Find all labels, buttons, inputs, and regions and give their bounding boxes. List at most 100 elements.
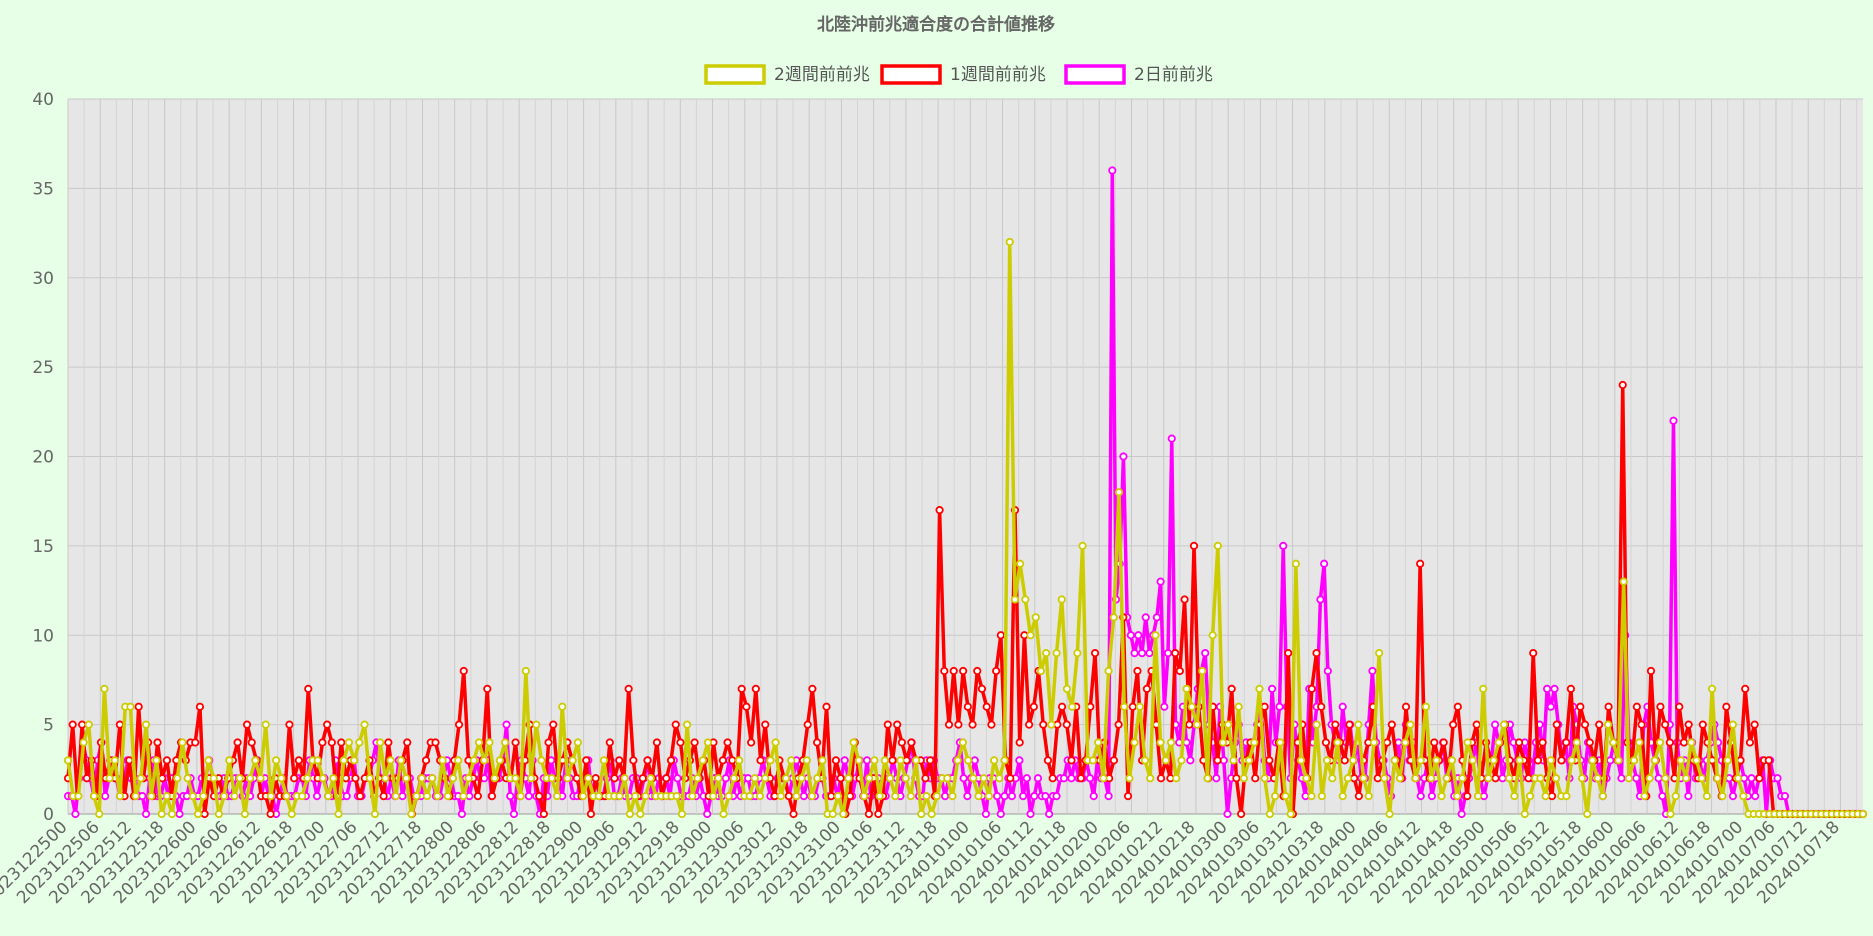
data-point [1529,649,1538,658]
data-point [968,720,977,729]
data-point [1340,756,1349,765]
data-point [495,756,504,765]
data-point [1109,613,1118,622]
data-point [1089,792,1098,801]
data-point [537,756,546,765]
data-point [1449,720,1458,729]
data-point [1514,738,1524,747]
data-point [1213,541,1222,550]
data-point [438,756,447,765]
data-point [1566,684,1576,693]
data-point [1265,809,1274,819]
data-point [500,738,510,747]
data-point [808,684,817,693]
data-point [506,792,515,801]
data-point [1104,792,1113,801]
data-point [1654,774,1663,783]
data-point [485,738,494,747]
data-point [1260,774,1269,783]
data-point [568,756,577,765]
data-point [74,792,83,801]
legend-item[interactable]: 2日前前兆 [1064,64,1213,85]
data-point [799,792,808,801]
data-point [1151,631,1160,640]
data-point [743,774,753,783]
data-point [1006,774,1015,783]
data-point [526,774,536,783]
series-2週間前前兆 [63,237,1868,819]
data-point [828,809,837,819]
data-point [1005,237,1014,247]
data-point [1354,720,1363,729]
data-point [360,720,369,729]
data-point [365,774,374,783]
data-point [318,738,327,747]
data-point [1646,666,1656,676]
data-point [1126,631,1135,640]
data-point [1010,595,1020,604]
y-tick-label: 30 [32,269,54,289]
data-point [1747,774,1756,783]
data-point [958,738,967,747]
data-point [1166,738,1176,747]
data-point [563,774,572,783]
data-point [242,720,252,729]
data-point [1090,649,1100,658]
data-point [992,792,1002,801]
data-point [724,792,733,801]
data-point [1108,166,1117,175]
data-point [888,756,897,765]
data-point [193,809,203,819]
data-point [1750,720,1759,729]
legend-item[interactable]: 1週間前前兆 [880,64,1046,85]
chart-legend[interactable]: 2週間前前兆 1週間前前兆 2日前前兆 [704,64,1213,85]
data-point [1442,774,1451,783]
data-point [1333,738,1342,747]
data-point [615,792,624,801]
data-point [204,756,213,765]
data-point [1541,792,1550,801]
data-point [1201,649,1210,658]
data-point [1583,809,1592,819]
data-point [1130,738,1139,747]
data-point [1338,702,1347,711]
data-point [1722,702,1731,711]
data-point [1185,720,1194,729]
data-point [643,756,652,765]
data-point [935,506,944,515]
data-point [1227,684,1236,693]
data-point [833,792,843,801]
data-point [1160,702,1169,711]
data-point [683,720,692,729]
data-point [747,738,756,747]
data-point [1606,756,1615,765]
data-point [1291,559,1300,568]
data-point [1320,559,1329,568]
data-point [1604,702,1613,711]
data-point [95,809,104,819]
data-point [1312,720,1321,729]
data-point [761,720,770,729]
data-point [535,792,544,801]
data-point [1468,756,1477,765]
data-point [673,774,682,783]
data-point [1041,792,1050,801]
data-point [948,792,957,801]
data-point [402,774,411,783]
data-point [1550,684,1559,693]
data-point [1713,774,1722,783]
data-point [629,756,638,765]
data-point [911,756,921,765]
data-point [1416,559,1425,568]
data-point [329,774,338,783]
data-point [1505,774,1514,783]
legend-item[interactable]: 2週間前前兆 [704,64,870,85]
data-point [225,756,234,765]
data-point [344,738,354,747]
data-point [1614,756,1623,765]
data-point [1331,720,1340,729]
data-point [1430,738,1439,747]
data-point [1128,702,1137,711]
data-point [729,774,739,783]
data-point [755,792,765,801]
